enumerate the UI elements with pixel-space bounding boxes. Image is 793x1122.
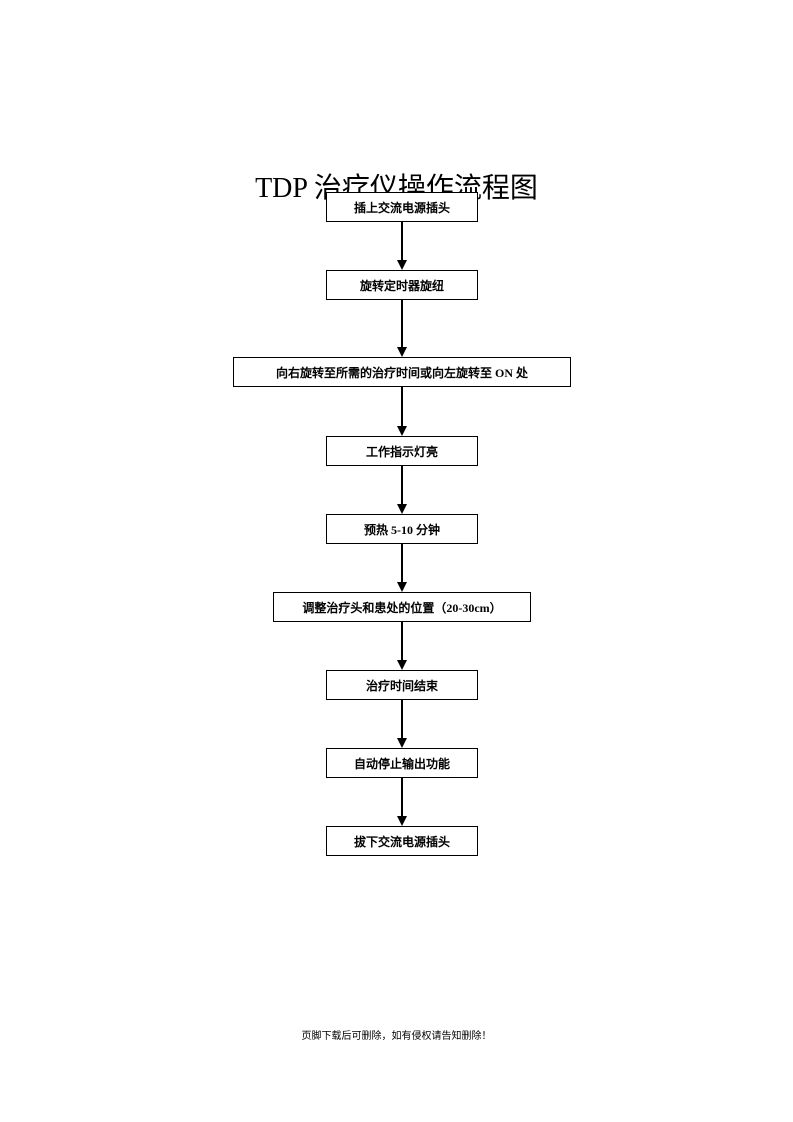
flowchart-edge-line-6 — [401, 700, 403, 738]
flowchart-edge-line-3 — [401, 466, 403, 504]
flowchart-edge-line-1 — [401, 300, 403, 347]
flowchart-node-n4: 工作指示灯亮 — [326, 436, 478, 466]
flowchart-edge-line-2 — [401, 387, 403, 426]
flowchart-edge-arrow-3 — [397, 504, 407, 514]
flowchart-node-n8: 自动停止输出功能 — [326, 748, 478, 778]
flowchart-node-n7: 治疗时间结束 — [326, 670, 478, 700]
flowchart-edge-arrow-4 — [397, 582, 407, 592]
flowchart-edge-arrow-6 — [397, 738, 407, 748]
flowchart-edge-arrow-5 — [397, 660, 407, 670]
flowchart-edge-line-4 — [401, 544, 403, 582]
flowchart-node-n5: 预热 5-10 分钟 — [326, 514, 478, 544]
flowchart-node-n9: 拔下交流电源插头 — [326, 826, 478, 856]
flowchart-node-n2: 旋转定时器旋纽 — [326, 270, 478, 300]
flowchart-edge-line-0 — [401, 222, 403, 260]
flowchart-edge-arrow-7 — [397, 816, 407, 826]
flowchart-node-n3: 向右旋转至所需的治疗时间或向左旋转至 ON 处 — [233, 357, 571, 387]
flowchart-edge-line-7 — [401, 778, 403, 816]
flowchart-edge-arrow-1 — [397, 347, 407, 357]
flowchart-edge-arrow-0 — [397, 260, 407, 270]
flowchart-edge-arrow-2 — [397, 426, 407, 436]
flowchart-edge-line-5 — [401, 622, 403, 660]
flowchart-node-n6: 调整治疗头和患处的位置（20-30cm） — [273, 592, 531, 622]
flowchart-node-n1: 插上交流电源插头 — [326, 192, 478, 222]
footer-text: 页脚下载后可删除，如有侵权请告知删除！ — [0, 1027, 793, 1042]
